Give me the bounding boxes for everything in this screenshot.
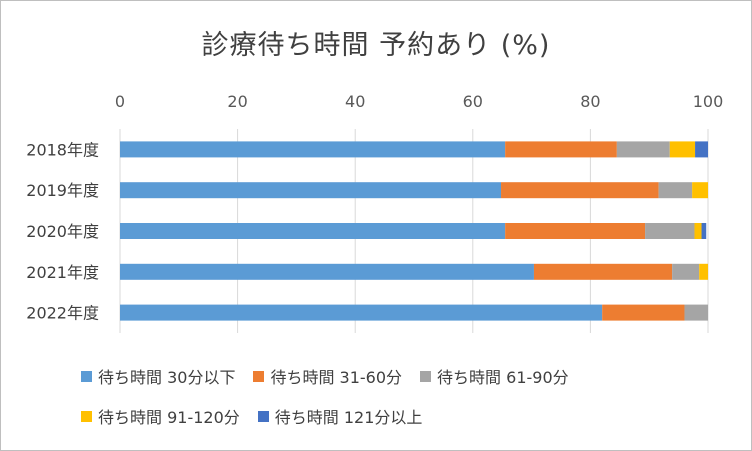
legend-swatch	[81, 370, 92, 382]
bar-segment	[672, 263, 700, 280]
category-label: 2021年度	[26, 263, 99, 282]
x-tick-label: 80	[580, 92, 600, 111]
bar-segment	[602, 304, 685, 321]
category-label: 2019年度	[26, 181, 99, 200]
bar-segment	[533, 263, 673, 280]
category-label: 2020年度	[26, 222, 99, 241]
bar-segment	[694, 223, 702, 239]
legend-swatch	[253, 370, 265, 382]
x-tick-label: 40	[345, 92, 365, 111]
legend-swatch	[420, 370, 432, 382]
legend-row: 待ち時間 30分以下 待ち時間 31-60分 待ち時間 61-90分	[81, 361, 721, 391]
bar-segment	[120, 141, 506, 158]
bar-segment	[616, 141, 670, 158]
bar-segment	[692, 182, 708, 199]
bar-segment	[120, 263, 534, 280]
chart-title: 診療待ち時間 予約あり (%)	[201, 30, 551, 61]
legend-label: 待ち時間 121分以上	[274, 408, 423, 427]
x-tick-label: 0	[115, 92, 125, 111]
legend-label: 待ち時間 30分以下	[98, 368, 236, 387]
x-tick-label: 20	[227, 92, 247, 111]
bar-segment	[120, 304, 603, 321]
bar-segment	[695, 141, 708, 158]
x-tick-label: 60	[463, 92, 483, 111]
legend-label: 待ち時間 91-120分	[98, 408, 240, 427]
legend-item: 待ち時間 121分以上	[257, 404, 423, 428]
legend-item: 待ち時間 61-90分	[420, 364, 569, 388]
legend-item: 待ち時間 91-120分	[81, 404, 240, 428]
legend-row: 待ち時間 91-120分 待ち時間 121分以上	[81, 401, 721, 431]
bar-segment	[699, 263, 708, 280]
legend-swatch	[257, 410, 269, 422]
bar-segment	[120, 182, 502, 199]
legend: 待ち時間 30分以下 待ち時間 31-60分 待ち時間 61-90分待ち時間 91-…	[81, 361, 721, 441]
legend-swatch	[81, 410, 92, 422]
legend-label: 待ち時間 61-90分	[437, 368, 569, 387]
bar-segment	[120, 223, 506, 239]
bar-segment	[505, 223, 646, 239]
bar-segment	[645, 223, 695, 239]
bar-segment	[505, 141, 617, 158]
legend-label: 待ち時間 31-60分	[270, 368, 403, 387]
category-label: 2018年度	[26, 140, 99, 159]
legend-item: 待ち時間 31-60分	[253, 364, 402, 388]
category-label: 2022年度	[26, 304, 99, 323]
bar-segment	[684, 304, 708, 321]
bar-segment	[658, 182, 693, 199]
bar-segment	[701, 223, 707, 239]
legend-item: 待ち時間 30分以下	[81, 364, 235, 388]
bar-segment	[669, 141, 696, 158]
bar-segment	[501, 182, 659, 199]
x-tick-label: 100	[693, 92, 724, 111]
